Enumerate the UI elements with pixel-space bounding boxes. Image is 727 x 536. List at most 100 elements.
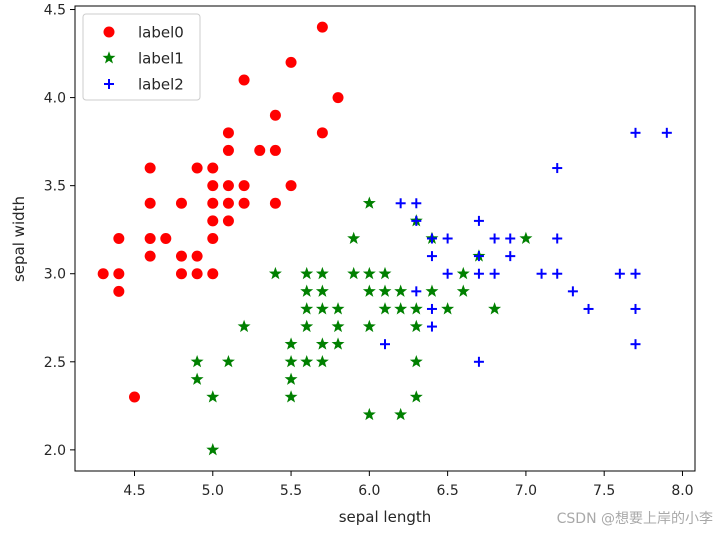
data-point [315, 284, 329, 297]
data-point [144, 197, 156, 209]
series-label0 [97, 21, 344, 403]
x-tick-label: 7.0 [515, 483, 537, 499]
y-tick-label: 3.0 [44, 267, 66, 283]
data-point [347, 266, 361, 280]
data-point [426, 233, 437, 244]
data-point [238, 74, 250, 86]
x-tick-label: 6.5 [436, 483, 458, 499]
plot-frame [74, 5, 696, 472]
data-point [442, 268, 453, 279]
data-point [300, 266, 314, 280]
data-point [552, 268, 563, 279]
data-point [207, 268, 219, 280]
data-point [567, 286, 578, 297]
x-tick-label: 8.0 [671, 483, 693, 499]
data-point [362, 266, 376, 280]
y-tick-label: 2.5 [44, 355, 66, 371]
data-point [473, 215, 484, 226]
x-tick-label: 4.5 [123, 483, 145, 499]
legend-label: label2 [138, 76, 184, 94]
data-point [411, 215, 422, 226]
data-point [285, 56, 297, 68]
data-point [113, 268, 125, 280]
data-point [394, 407, 408, 421]
data-point [411, 198, 422, 209]
data-point [362, 319, 376, 333]
data-point [238, 180, 250, 192]
data-point [394, 284, 408, 297]
data-point [238, 197, 250, 209]
data-point [331, 337, 345, 350]
x-tick-label: 6.0 [358, 483, 380, 499]
data-point [269, 197, 281, 209]
data-point [207, 215, 219, 227]
data-point [175, 197, 187, 209]
y-axis-label: sepal width [10, 196, 28, 282]
data-point [300, 355, 314, 368]
data-point [160, 233, 172, 244]
data-point [315, 355, 329, 368]
data-point [411, 286, 422, 297]
x-axis-ticks: 4.5 5.0 5.5 6.0 6.5 7.0 7.5 8.0 [123, 471, 694, 499]
data-point [552, 163, 563, 174]
data-point [284, 337, 298, 350]
legend-marker [102, 51, 116, 64]
data-point [175, 268, 187, 280]
data-point [222, 180, 234, 192]
data-point [614, 268, 625, 279]
legend-entries: label0 label1 label2 [102, 24, 184, 94]
y-tick-label: 4.5 [44, 3, 66, 19]
legend-entry: label2 [104, 76, 184, 94]
data-point [505, 251, 516, 262]
data-point [207, 233, 219, 244]
data-point [331, 302, 345, 315]
data-point [456, 284, 470, 297]
data-point [630, 268, 641, 279]
data-point [300, 302, 314, 315]
data-point [190, 355, 204, 368]
legend-label: label0 [138, 24, 184, 42]
legend-marker [104, 79, 114, 89]
data-point [206, 443, 220, 456]
data-point [426, 321, 437, 332]
data-point [661, 127, 672, 138]
x-tick-label: 7.5 [593, 483, 615, 499]
data-point [315, 302, 329, 315]
x-tick-label: 5.0 [202, 483, 224, 499]
legend-entry: label1 [102, 50, 184, 68]
data-point [300, 319, 314, 333]
data-point [409, 319, 423, 333]
data-point [456, 266, 470, 280]
data-point [347, 231, 361, 244]
data-point [536, 268, 547, 279]
series-label2 [380, 127, 672, 367]
data-point [380, 339, 390, 350]
data-point [254, 144, 266, 156]
data-point [222, 197, 234, 209]
data-point [207, 162, 219, 174]
data-point [191, 250, 203, 262]
data-point [113, 233, 125, 244]
data-point [630, 127, 641, 138]
data-point [378, 302, 392, 315]
data-point [222, 144, 234, 156]
data-point [207, 180, 219, 192]
y-tick-label: 4.0 [44, 91, 66, 107]
data-point [441, 302, 455, 315]
legend-label: label1 [138, 50, 184, 68]
data-point [630, 303, 641, 314]
data-point [426, 251, 437, 262]
data-point [505, 233, 516, 244]
data-point [190, 372, 204, 385]
data-point [362, 407, 376, 421]
data-point [552, 233, 563, 244]
data-point [583, 303, 594, 314]
data-point [300, 284, 314, 297]
data-point [144, 162, 156, 174]
y-axis-ticks: 2.0 2.5 3.0 3.5 4.0 4.5 [44, 3, 75, 459]
data-point [113, 285, 125, 297]
data-point [442, 233, 453, 244]
data-point [284, 355, 298, 368]
data-point [473, 251, 484, 262]
data-point [394, 302, 408, 315]
